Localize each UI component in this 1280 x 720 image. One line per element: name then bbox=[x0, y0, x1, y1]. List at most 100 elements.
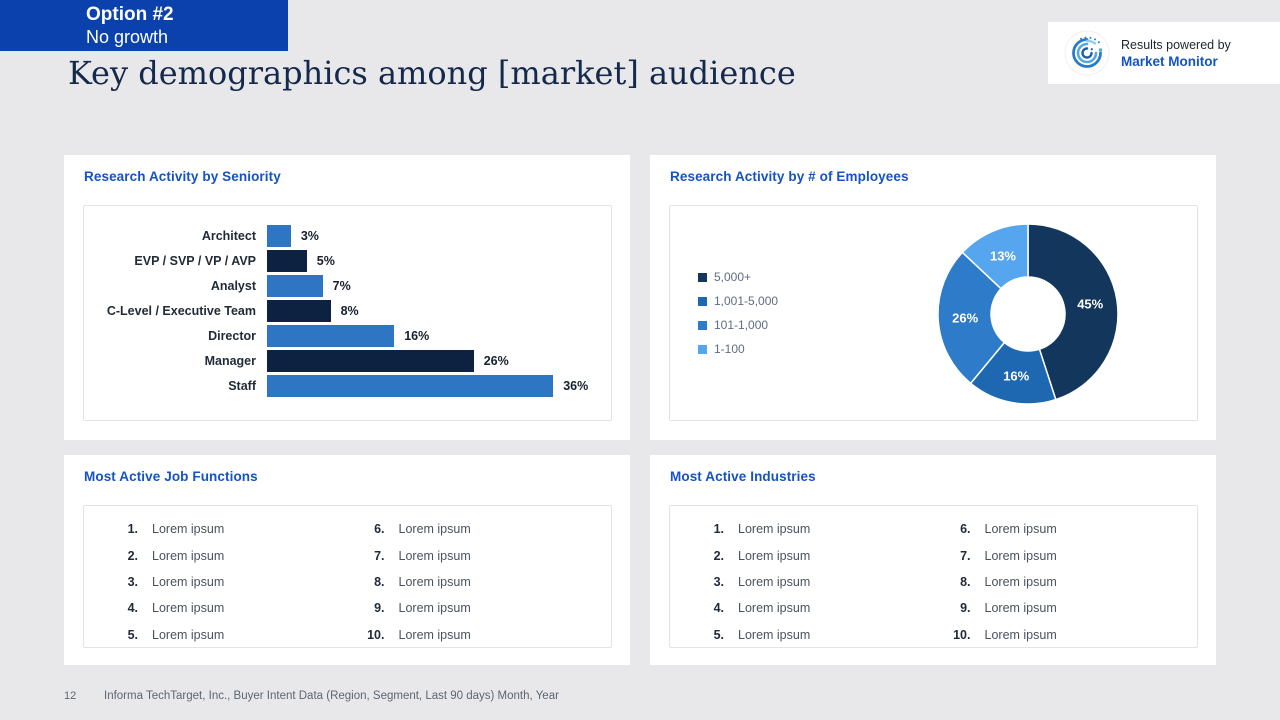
list-item-number: 2. bbox=[127, 548, 138, 563]
bar-category-label: Architect bbox=[201, 229, 256, 243]
list-item-number: 7. bbox=[960, 548, 971, 563]
list-item-number: 10. bbox=[367, 627, 385, 642]
list-item-text: Lorem ipsum bbox=[738, 601, 811, 616]
bar-value-label: 5% bbox=[316, 254, 335, 268]
bar-category-label: Staff bbox=[228, 379, 256, 393]
list-item: 4. Lorem ipsum bbox=[108, 601, 355, 615]
legend-label: 1-100 bbox=[714, 342, 745, 356]
list-item-text: Lorem ipsum bbox=[738, 574, 811, 589]
list-item-number: 6. bbox=[374, 522, 385, 537]
bar-row: Analyst 7% bbox=[84, 275, 611, 297]
option-badge-subtitle: No growth bbox=[86, 27, 169, 47]
legend-marker bbox=[698, 320, 707, 330]
powered-by-text: Results powered by Market Monitor bbox=[1121, 37, 1231, 70]
bar bbox=[267, 300, 331, 322]
list-item: 3. Lorem ipsum bbox=[694, 575, 941, 589]
list-item-number: 4. bbox=[127, 601, 138, 616]
legend-label: 1,001-5,000 bbox=[714, 294, 779, 308]
powered-by-label: Results powered by bbox=[1121, 37, 1231, 52]
list-item: 10. Lorem ipsum bbox=[355, 628, 602, 642]
list-item: 1. Lorem ipsum bbox=[694, 522, 941, 536]
bar-row: EVP / SVP / VP / AVP 5% bbox=[84, 250, 611, 272]
donut-slice bbox=[937, 251, 1006, 385]
bar-category-label: Manager bbox=[204, 354, 256, 368]
bar-value-label: 16% bbox=[404, 329, 430, 343]
list-item: 5. Lorem ipsum bbox=[694, 628, 941, 642]
list-item-text: Lorem ipsum bbox=[984, 601, 1057, 616]
bar bbox=[267, 250, 307, 272]
card-most-active-industries: Most Active Industries 1. Lorem ipsum 2. Lo… bbox=[650, 455, 1216, 665]
donut-slice-label: 16% bbox=[1003, 368, 1029, 383]
list-item-text: Lorem ipsum bbox=[152, 627, 225, 642]
donut-slice-label: 26% bbox=[952, 310, 978, 325]
list-item-number: 5. bbox=[127, 627, 138, 642]
bar-value-label: 3% bbox=[300, 229, 319, 243]
card-research-activity-by-seniority: Research Activity by Seniority Architect… bbox=[64, 155, 630, 440]
card-research-activity-by-employees: Research Activity by # of Employees 5,00… bbox=[650, 155, 1216, 440]
list-item-text: Lorem ipsum bbox=[738, 548, 811, 563]
card-most-active-job-functions: Most Active Job Functions 1. Lorem ipsum 2… bbox=[64, 455, 630, 665]
bar-value-label: 36% bbox=[563, 379, 589, 393]
list-item-text: Lorem ipsum bbox=[152, 548, 225, 563]
legend-label: 101-1,000 bbox=[714, 318, 769, 332]
bar bbox=[267, 375, 554, 397]
powered-by-brand: Market Monitor bbox=[1121, 53, 1218, 69]
employees-donut-chart: 5,000+ 1,001-5,000 101-1,000 1-100 45% 16% 26… bbox=[669, 205, 1198, 421]
card-title-seniority: Research Activity by Seniority bbox=[84, 169, 281, 184]
list-item: 5. Lorem ipsum bbox=[108, 628, 355, 642]
card-title-industries: Most Active Industries bbox=[670, 469, 816, 484]
job-functions-list: 1. Lorem ipsum 2. Lorem ipsum 3. Lorem ipsum 4… bbox=[84, 506, 611, 647]
list-item: 8. Lorem ipsum bbox=[941, 575, 1188, 589]
footer: 12 Informa TechTarget, Inc., Buyer Inten… bbox=[64, 690, 559, 702]
list-item-number: 7. bbox=[374, 548, 385, 563]
list-item-text: Lorem ipsum bbox=[398, 627, 471, 642]
card-title-employees: Research Activity by # of Employees bbox=[670, 169, 909, 184]
bar-row: Manager 26% bbox=[84, 350, 611, 372]
option-badge-title: Option #2 bbox=[86, 4, 174, 25]
list-item: 2. Lorem ipsum bbox=[694, 549, 941, 563]
industries-list: 1. Lorem ipsum 2. Lorem ipsum 3. Lorem ipsum 4… bbox=[670, 506, 1197, 647]
donut-chart: 45% 16% 26% 13% bbox=[937, 223, 1119, 405]
list-item-number: 8. bbox=[374, 574, 385, 589]
bar-rows: Architect 3% EVP / SVP / VP / AVP 5% Analyst… bbox=[84, 206, 611, 420]
list-item-number: 10. bbox=[953, 627, 971, 642]
legend-marker bbox=[698, 344, 707, 354]
option-badge: Option #2 No growth bbox=[0, 0, 288, 51]
bar bbox=[267, 350, 474, 372]
bar bbox=[267, 275, 323, 297]
bar-category-label: EVP / SVP / VP / AVP bbox=[134, 254, 256, 268]
list-item-number: 8. bbox=[960, 574, 971, 589]
list-item: 8. Lorem ipsum bbox=[355, 575, 602, 589]
seniority-bar-chart: Architect 3% EVP / SVP / VP / AVP 5% Analyst… bbox=[83, 205, 612, 421]
list-item-text: Lorem ipsum bbox=[152, 574, 225, 589]
list-item: 9. Lorem ipsum bbox=[941, 601, 1188, 615]
list-item: 7. Lorem ipsum bbox=[941, 549, 1188, 563]
list-item: 2. Lorem ipsum bbox=[108, 549, 355, 563]
list-item-number: 1. bbox=[127, 522, 138, 537]
list-item-text: Lorem ipsum bbox=[984, 522, 1057, 537]
bar bbox=[267, 225, 291, 247]
list-item-text: Lorem ipsum bbox=[398, 601, 471, 616]
donut-slice-label: 13% bbox=[990, 249, 1016, 264]
list-item: 6. Lorem ipsum bbox=[941, 522, 1188, 536]
legend-item: 1-100 bbox=[698, 342, 778, 356]
list-item-number: 9. bbox=[960, 601, 971, 616]
list-item-text: Lorem ipsum bbox=[984, 548, 1057, 563]
list-item-number: 3. bbox=[127, 574, 138, 589]
legend-marker bbox=[698, 296, 707, 306]
page-title: Key demographics among [market] audience bbox=[68, 54, 796, 92]
list-item: 4. Lorem ipsum bbox=[694, 601, 941, 615]
industries-list-panel: 1. Lorem ipsum 2. Lorem ipsum 3. Lorem ipsum 4… bbox=[669, 505, 1198, 648]
legend-marker bbox=[698, 272, 707, 282]
list-item-number: 3. bbox=[713, 574, 724, 589]
bar-row: Architect 3% bbox=[84, 225, 611, 247]
list-item-text: Lorem ipsum bbox=[152, 522, 225, 537]
legend-item: 1,001-5,000 bbox=[698, 294, 778, 308]
donut-slice bbox=[1027, 223, 1119, 401]
list-item-text: Lorem ipsum bbox=[984, 574, 1057, 589]
bar-category-label: Analyst bbox=[210, 279, 256, 293]
donut-slice-label: 45% bbox=[1077, 297, 1103, 312]
bar bbox=[267, 325, 395, 347]
bar-category-label: Director bbox=[208, 329, 256, 343]
list-item: 3. Lorem ipsum bbox=[108, 575, 355, 589]
